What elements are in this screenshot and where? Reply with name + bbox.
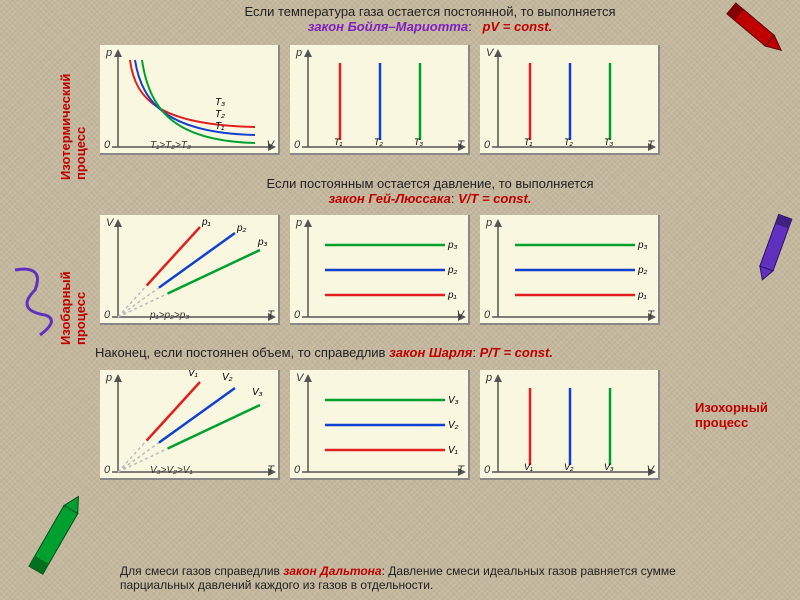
svg-text:T₂: T₂ (215, 109, 225, 120)
svg-text:p₂: p₂ (236, 223, 247, 234)
heading-isobaric: Если постоянным остается давление, то вы… (80, 176, 780, 206)
heading-isothermal: Если температура газа остается постоянно… (80, 4, 780, 34)
label-isobaric: Изобарный процесс (58, 225, 88, 345)
chart: V₁V₂V₃pT0V₃>V₂>V₁ (100, 370, 280, 480)
crayon-bottom-left (5, 480, 105, 590)
svg-text:V₂: V₂ (222, 372, 233, 383)
svg-text:T₁: T₁ (215, 121, 224, 132)
chart: p₁p₂p₃VT0p₁>p₂>p₃ (100, 215, 280, 325)
row-isobaric: p₁p₂p₃VT0p₁>p₂>p₃p₃p₂p₁pV0p₃p₂p₁pT0 (100, 215, 660, 325)
scribble (5, 260, 65, 340)
svg-text:p₂: p₂ (637, 265, 648, 276)
svg-text:p₁: p₁ (637, 290, 647, 301)
chart: V₃V₂V₁VT0 (290, 370, 470, 480)
chart: T₁T₂T₃VT0 (480, 45, 660, 155)
svg-text:V₂: V₂ (564, 462, 574, 472)
crayon-middle-right (740, 200, 800, 290)
svg-text:p₁: p₁ (447, 290, 457, 301)
svg-text:T₁: T₁ (334, 137, 342, 147)
svg-text:V₁: V₁ (188, 370, 198, 379)
heading-isochoric: Наконец, если постоянен объем, то справе… (95, 345, 795, 360)
svg-text:V₂: V₂ (448, 420, 459, 431)
chart: p₃p₂p₁pV0 (290, 215, 470, 325)
svg-text:T₃: T₃ (414, 137, 423, 147)
svg-text:V₁: V₁ (448, 445, 458, 456)
chart: V₁V₂V₃pV0 (480, 370, 660, 480)
svg-text:T₂: T₂ (564, 137, 573, 147)
svg-text:T₂: T₂ (374, 137, 383, 147)
svg-text:V₃: V₃ (604, 462, 614, 472)
svg-text:p₃: p₃ (257, 237, 268, 248)
svg-text:T₁: T₁ (524, 137, 532, 147)
svg-text:V₃: V₃ (448, 395, 459, 406)
svg-text:T₃: T₃ (215, 97, 225, 108)
svg-text:p₂: p₂ (447, 265, 458, 276)
chart: T₁T₂T₃pT0 (290, 45, 470, 155)
svg-text:V₃: V₃ (252, 387, 263, 398)
chart: T₃T₂T₁pV0T₁>T₂>T₃ (100, 45, 280, 155)
svg-text:p₁: p₁ (201, 217, 211, 228)
label-isochoric: Изохорный процесс (695, 400, 785, 430)
chart: p₃p₂p₁pT0 (480, 215, 660, 325)
svg-text:p₃: p₃ (637, 240, 648, 251)
svg-text:T₃: T₃ (604, 137, 613, 147)
svg-text:p₃: p₃ (447, 240, 458, 251)
row-isochoric: V₁V₂V₃pT0V₃>V₂>V₁V₃V₂V₁VT0V₁V₂V₃pV0 (100, 370, 660, 480)
row-isothermal: T₃T₂T₁pV0T₁>T₂>T₃T₁T₂T₃pT0T₁T₂T₃VT0 (100, 45, 660, 155)
footer-dalton: Для смеси газов справедлив закон Дальтон… (120, 564, 720, 592)
svg-text:V₁: V₁ (524, 462, 533, 472)
label-isothermal: Изотермический процесс (58, 50, 88, 180)
